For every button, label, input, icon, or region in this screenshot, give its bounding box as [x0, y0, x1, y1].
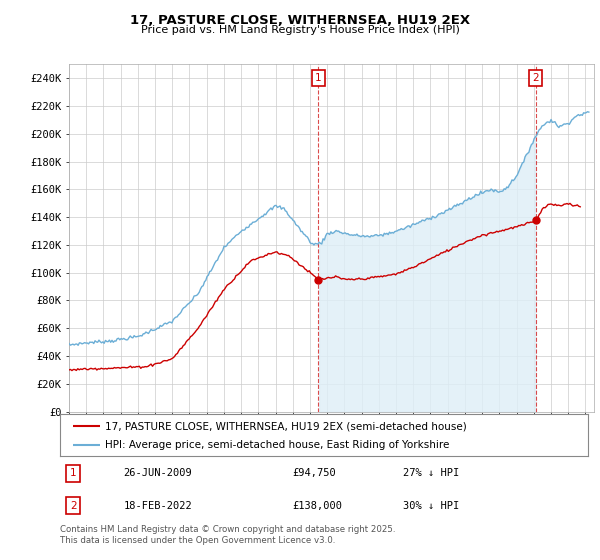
Text: 17, PASTURE CLOSE, WITHERNSEA, HU19 2EX (semi-detached house): 17, PASTURE CLOSE, WITHERNSEA, HU19 2EX …	[105, 421, 467, 431]
Text: 30% ↓ HPI: 30% ↓ HPI	[403, 501, 460, 511]
Text: £94,750: £94,750	[292, 468, 336, 478]
Text: 2: 2	[70, 501, 77, 511]
Text: 1: 1	[315, 73, 322, 83]
Text: 17, PASTURE CLOSE, WITHERNSEA, HU19 2EX: 17, PASTURE CLOSE, WITHERNSEA, HU19 2EX	[130, 14, 470, 27]
Text: 26-JUN-2009: 26-JUN-2009	[124, 468, 192, 478]
Text: 18-FEB-2022: 18-FEB-2022	[124, 501, 192, 511]
Text: HPI: Average price, semi-detached house, East Riding of Yorkshire: HPI: Average price, semi-detached house,…	[105, 440, 449, 450]
Text: 1: 1	[70, 468, 77, 478]
Text: Contains HM Land Registry data © Crown copyright and database right 2025.
This d: Contains HM Land Registry data © Crown c…	[60, 525, 395, 545]
Text: £138,000: £138,000	[292, 501, 343, 511]
Text: Price paid vs. HM Land Registry's House Price Index (HPI): Price paid vs. HM Land Registry's House …	[140, 25, 460, 35]
Text: 27% ↓ HPI: 27% ↓ HPI	[403, 468, 460, 478]
Text: 2: 2	[533, 73, 539, 83]
